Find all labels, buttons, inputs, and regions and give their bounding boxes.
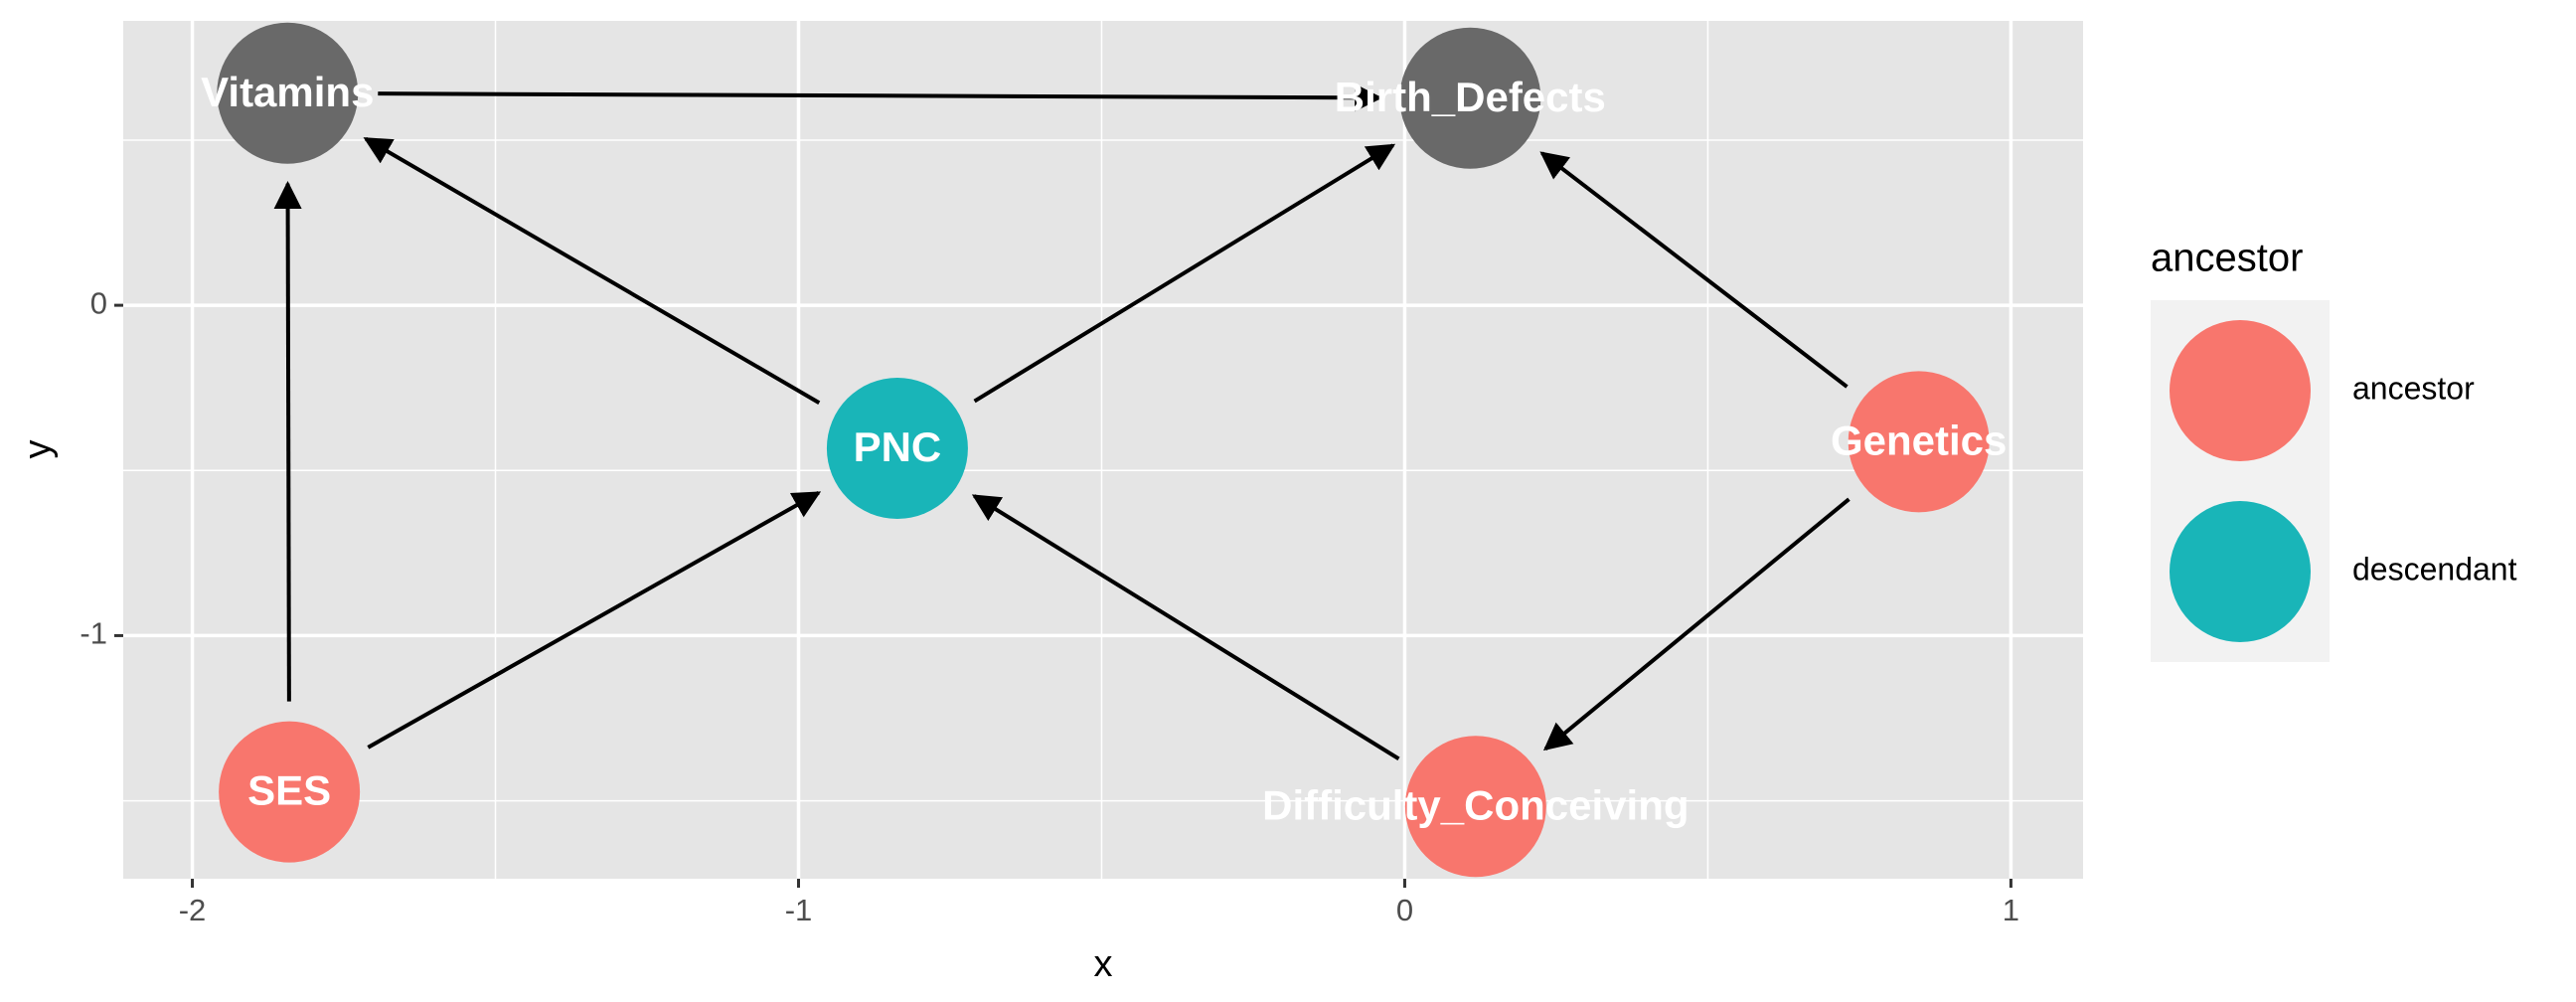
edge [973, 143, 1396, 404]
node-label: Difficulty_Conceiving [1262, 781, 1689, 828]
x-tick-label: 1 [2003, 893, 2019, 927]
legend-key [2170, 320, 2311, 461]
edge [378, 84, 1383, 112]
y-tick-label: 0 [90, 285, 107, 320]
x-tick-label: -2 [179, 893, 207, 927]
node [1848, 371, 1990, 513]
node [219, 721, 361, 863]
legend-label: ancestor [2352, 370, 2475, 406]
node-label: PNC [854, 423, 942, 470]
edge [971, 494, 1400, 761]
node-label: Vitamins [201, 69, 374, 115]
x-axis-title: x [1094, 943, 1113, 985]
node [1399, 27, 1541, 169]
x-tick-label: -1 [785, 893, 813, 927]
node-label: Birth_Defects [1335, 74, 1606, 120]
edge [1542, 497, 1851, 752]
legend-key [2170, 501, 2311, 642]
edge [363, 136, 821, 405]
y-axis-title: y [17, 440, 59, 459]
legend-label: descendant [2352, 551, 2517, 586]
node-label: Genetics [1831, 417, 2007, 463]
node [826, 378, 968, 520]
y-tick-label: -1 [80, 616, 107, 651]
edge [273, 180, 302, 702]
node [1404, 736, 1546, 878]
x-tick-label: 0 [1396, 893, 1413, 927]
edge [367, 491, 822, 750]
edge [1539, 151, 1849, 389]
node-label: SES [247, 767, 331, 814]
legend-title: ancestor [2151, 237, 2303, 280]
node [217, 22, 359, 164]
panel [123, 21, 2083, 879]
